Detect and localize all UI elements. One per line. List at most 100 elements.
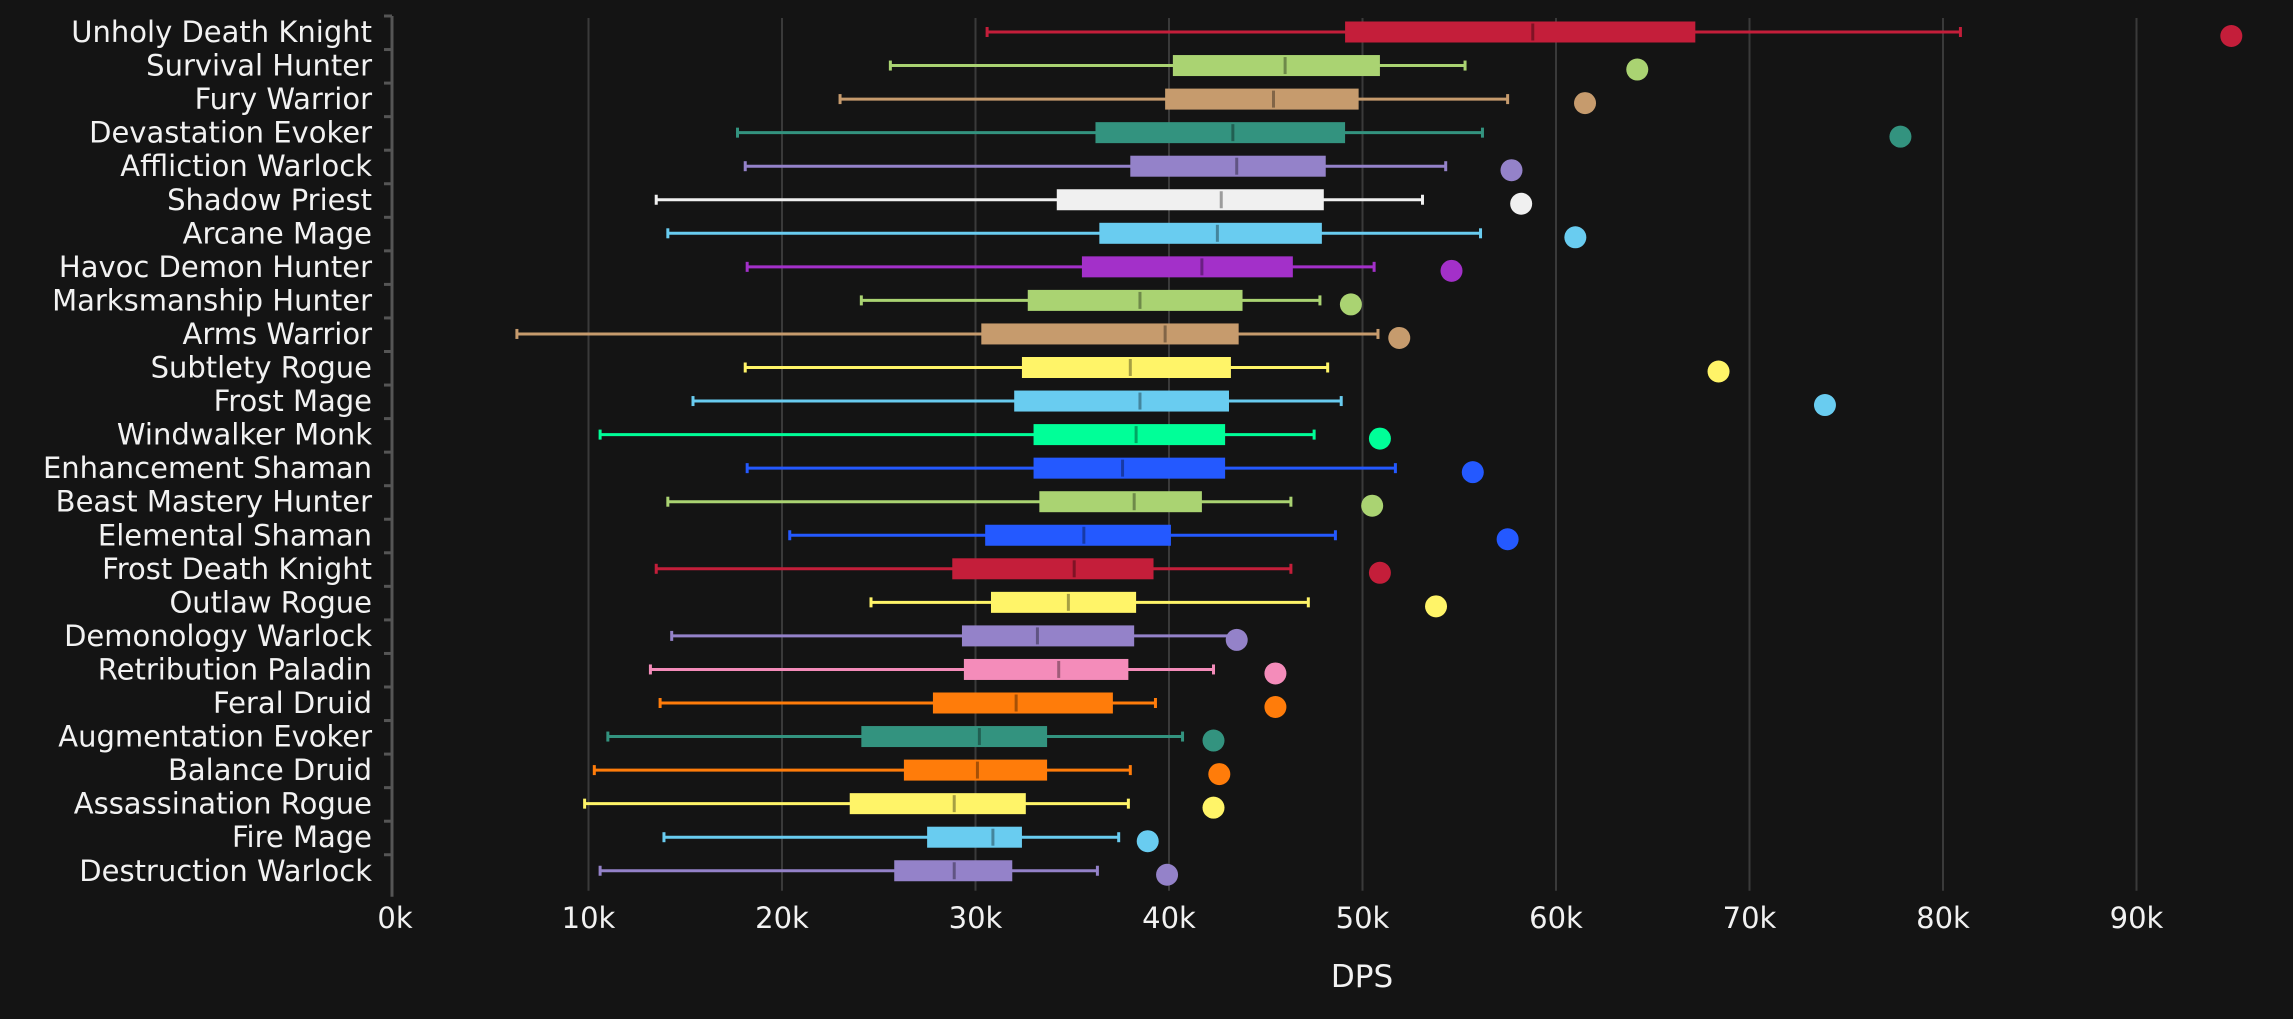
- y-tick-label: Survival Hunter: [146, 49, 372, 83]
- outlier-point: [1813, 394, 1836, 417]
- y-tick-label: Devastation Evoker: [89, 116, 372, 150]
- x-axis: 0k 10k 20k 30k 40k 50k 60k 70k 80k 90k: [377, 901, 2163, 935]
- outlier-point: [2220, 25, 2243, 47]
- y-tick-label: Shadow Priest: [167, 183, 372, 217]
- iqr-box: [990, 591, 1137, 613]
- outlier-point: [1707, 360, 1730, 383]
- iqr-box: [1172, 55, 1380, 77]
- box-frost-death-knight: [654, 558, 1391, 584]
- outlier-point: [1564, 226, 1587, 249]
- box-devastation-evoker: [735, 122, 1912, 148]
- box-destruction-warlock: [598, 860, 1179, 886]
- outlier-point: [1440, 259, 1463, 282]
- y-tick-label: Assassination Rogue: [74, 787, 372, 821]
- outlier-point: [1574, 92, 1597, 115]
- y-tick-label: Subtlety Rogue: [151, 351, 372, 385]
- iqr-box: [1021, 357, 1231, 378]
- iqr-box: [927, 826, 1022, 848]
- y-tick-label: Unholy Death Knight: [71, 15, 372, 49]
- box-enhancement-shaman: [745, 457, 1484, 484]
- y-tick-label: Outlaw Rogue: [169, 585, 372, 619]
- outlier-point: [1225, 628, 1248, 651]
- y-tick-label: Fury Warrior: [195, 82, 373, 116]
- iqr-box: [961, 625, 1135, 647]
- box-affliction-warlock: [743, 155, 1523, 182]
- outlier-point: [1425, 595, 1448, 618]
- outlier-point: [1202, 796, 1225, 819]
- outlier-point: [1626, 58, 1649, 81]
- outlier-point: [1361, 494, 1384, 517]
- iqr-box: [952, 558, 1154, 580]
- iqr-box: [932, 692, 1113, 714]
- iqr-box: [981, 323, 1239, 345]
- outlier-point: [1510, 192, 1533, 215]
- x-tick-label: 10k: [562, 901, 616, 935]
- y-tick-label: Arms Warrior: [183, 317, 373, 351]
- iqr-box: [1165, 88, 1359, 110]
- box-retribution-paladin: [648, 658, 1287, 685]
- grid-lines: [587, 18, 2138, 891]
- box-havoc-demon-hunter: [745, 256, 1463, 282]
- iqr-box: [1039, 491, 1202, 513]
- y-tick-label: Arcane Mage: [183, 216, 372, 250]
- iqr-box: [894, 860, 1013, 882]
- box-outlaw-rogue: [869, 591, 1448, 618]
- box-fury-warrior: [838, 88, 1597, 115]
- x-tick-label: 60k: [1529, 901, 1583, 935]
- box-survival-hunter: [888, 55, 1649, 81]
- iqr-box: [1056, 189, 1324, 211]
- box-unholy-death-knight: [985, 21, 2243, 47]
- box-marksmanship-hunter: [859, 289, 1362, 316]
- iqr-box: [1033, 424, 1226, 446]
- outlier-point: [1388, 326, 1411, 349]
- iqr-box: [1095, 122, 1346, 144]
- box-assassination-rogue: [583, 793, 1225, 819]
- x-tick-label: 20k: [755, 901, 809, 935]
- box-augmentation-evoker: [606, 726, 1225, 752]
- x-tick-label: 40k: [1142, 901, 1196, 935]
- y-tick-label: Windwalker Monk: [117, 418, 372, 452]
- iqr-box: [1033, 457, 1226, 479]
- iqr-box: [903, 759, 1048, 781]
- iqr-box: [1014, 390, 1229, 412]
- y-tick-label: Demonology Warlock: [64, 619, 372, 653]
- outlier-point: [1264, 662, 1287, 685]
- box-frost-mage: [691, 390, 1836, 417]
- outlier-point: [1461, 461, 1484, 484]
- iqr-box: [1345, 21, 1696, 43]
- iqr-box: [1081, 256, 1293, 278]
- outlier-point: [1208, 763, 1231, 786]
- iqr-box: [849, 793, 1026, 815]
- box-subtlety-rogue: [743, 357, 1730, 383]
- outlier-point: [1368, 427, 1391, 450]
- x-tick-label: 30k: [949, 901, 1003, 935]
- box-beast-mastery-hunter: [666, 491, 1384, 517]
- y-tick-label: Feral Druid: [213, 686, 372, 720]
- outlier-point: [1496, 528, 1519, 551]
- outlier-point: [1156, 863, 1179, 886]
- iqr-box: [1027, 289, 1243, 311]
- y-tick-label: Frost Mage: [214, 384, 372, 418]
- y-tick-label: Retribution Paladin: [98, 652, 372, 686]
- iqr-box: [963, 658, 1129, 680]
- iqr-box: [985, 524, 1171, 546]
- box-elemental-shaman: [788, 524, 1519, 551]
- x-tick-label: 90k: [2110, 901, 2164, 935]
- x-axis-title: DPS: [1331, 959, 1393, 995]
- boxes: [515, 21, 2243, 886]
- box-shadow-priest: [654, 189, 1533, 215]
- x-tick-label: 70k: [1723, 901, 1777, 935]
- y-tick-label: Fire Mage: [232, 820, 372, 854]
- iqr-box: [1130, 155, 1326, 177]
- y-tick-label: Elemental Shaman: [98, 518, 372, 552]
- outlier-point: [1136, 830, 1159, 853]
- box-arms-warrior: [515, 323, 1411, 349]
- box-fire-mage: [662, 826, 1159, 853]
- outlier-point: [1339, 293, 1362, 316]
- x-tick-label: 50k: [1336, 901, 1390, 935]
- y-tick-label: Affliction Warlock: [120, 149, 372, 183]
- iqr-box: [861, 726, 1048, 748]
- outlier-point: [1368, 561, 1391, 584]
